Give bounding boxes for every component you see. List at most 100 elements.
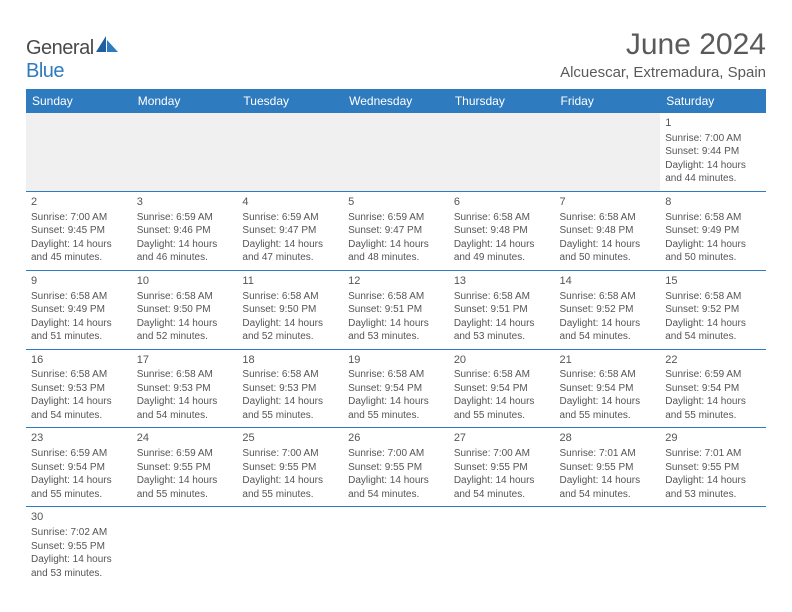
sunset-line: Sunset: 9:55 PM	[348, 461, 444, 475]
daylight-line: Daylight: 14 hours and 45 minutes.	[31, 238, 127, 265]
day-number: 6	[454, 195, 550, 210]
calendar-cell: 10Sunrise: 6:58 AMSunset: 9:50 PMDayligh…	[132, 270, 238, 349]
calendar-cell	[237, 113, 343, 191]
daylight-line: Daylight: 14 hours and 55 minutes.	[560, 395, 656, 422]
calendar-cell: 29Sunrise: 7:01 AMSunset: 9:55 PMDayligh…	[660, 428, 766, 507]
day-number: 20	[454, 353, 550, 368]
sunset-line: Sunset: 9:49 PM	[31, 303, 127, 317]
calendar-cell: 20Sunrise: 6:58 AMSunset: 9:54 PMDayligh…	[449, 349, 555, 428]
day-number: 4	[242, 195, 338, 210]
day-number: 22	[665, 353, 761, 368]
calendar-cell: 2Sunrise: 7:00 AMSunset: 9:45 PMDaylight…	[26, 191, 132, 270]
sunset-line: Sunset: 9:44 PM	[665, 145, 761, 159]
sunrise-line: Sunrise: 6:58 AM	[348, 290, 444, 304]
sunset-line: Sunset: 9:55 PM	[454, 461, 550, 475]
sunrise-line: Sunrise: 6:59 AM	[665, 368, 761, 382]
calendar-cell: 1Sunrise: 7:00 AMSunset: 9:44 PMDaylight…	[660, 113, 766, 191]
daylight-line: Daylight: 14 hours and 54 minutes.	[137, 395, 233, 422]
sunset-line: Sunset: 9:54 PM	[348, 382, 444, 396]
daylight-line: Daylight: 14 hours and 49 minutes.	[454, 238, 550, 265]
sunset-line: Sunset: 9:54 PM	[454, 382, 550, 396]
calendar-cell: 28Sunrise: 7:01 AMSunset: 9:55 PMDayligh…	[555, 428, 661, 507]
calendar-cell	[555, 507, 661, 585]
daylight-line: Daylight: 14 hours and 54 minutes.	[31, 395, 127, 422]
sunset-line: Sunset: 9:48 PM	[560, 224, 656, 238]
daylight-line: Daylight: 14 hours and 54 minutes.	[454, 474, 550, 501]
sunrise-line: Sunrise: 6:58 AM	[560, 290, 656, 304]
calendar-cell: 21Sunrise: 6:58 AMSunset: 9:54 PMDayligh…	[555, 349, 661, 428]
calendar-cell	[343, 113, 449, 191]
calendar-week: 9Sunrise: 6:58 AMSunset: 9:49 PMDaylight…	[26, 270, 766, 349]
sunrise-line: Sunrise: 6:59 AM	[348, 211, 444, 225]
daylight-line: Daylight: 14 hours and 46 minutes.	[137, 238, 233, 265]
sunset-line: Sunset: 9:47 PM	[348, 224, 444, 238]
brand-logo: GeneralBlue	[26, 34, 120, 83]
day-number: 13	[454, 274, 550, 289]
daylight-line: Daylight: 14 hours and 53 minutes.	[454, 317, 550, 344]
daylight-line: Daylight: 14 hours and 53 minutes.	[31, 553, 127, 580]
sunset-line: Sunset: 9:55 PM	[31, 540, 127, 554]
daylight-line: Daylight: 14 hours and 54 minutes.	[348, 474, 444, 501]
location-label: Alcuescar, Extremadura, Spain	[560, 64, 766, 81]
sunrise-line: Sunrise: 7:00 AM	[31, 211, 127, 225]
sunset-line: Sunset: 9:48 PM	[454, 224, 550, 238]
calendar-cell	[449, 113, 555, 191]
sunset-line: Sunset: 9:47 PM	[242, 224, 338, 238]
day-number: 28	[560, 431, 656, 446]
calendar-cell	[132, 113, 238, 191]
day-header: Sunday	[26, 89, 132, 113]
sunrise-line: Sunrise: 7:01 AM	[665, 447, 761, 461]
sunset-line: Sunset: 9:54 PM	[31, 461, 127, 475]
daylight-line: Daylight: 14 hours and 55 minutes.	[454, 395, 550, 422]
calendar-cell: 13Sunrise: 6:58 AMSunset: 9:51 PMDayligh…	[449, 270, 555, 349]
calendar-cell: 17Sunrise: 6:58 AMSunset: 9:53 PMDayligh…	[132, 349, 238, 428]
calendar-cell	[343, 507, 449, 585]
sunrise-line: Sunrise: 6:58 AM	[31, 290, 127, 304]
sunset-line: Sunset: 9:45 PM	[31, 224, 127, 238]
sunrise-line: Sunrise: 6:58 AM	[454, 211, 550, 225]
calendar-cell	[555, 113, 661, 191]
day-header: Saturday	[660, 89, 766, 113]
sunrise-line: Sunrise: 6:59 AM	[137, 447, 233, 461]
day-number: 19	[348, 353, 444, 368]
sunset-line: Sunset: 9:51 PM	[454, 303, 550, 317]
day-number: 10	[137, 274, 233, 289]
daylight-line: Daylight: 14 hours and 52 minutes.	[242, 317, 338, 344]
calendar-cell: 26Sunrise: 7:00 AMSunset: 9:55 PMDayligh…	[343, 428, 449, 507]
sunset-line: Sunset: 9:53 PM	[31, 382, 127, 396]
sunrise-line: Sunrise: 6:58 AM	[242, 290, 338, 304]
calendar-cell: 7Sunrise: 6:58 AMSunset: 9:48 PMDaylight…	[555, 191, 661, 270]
calendar-cell	[132, 507, 238, 585]
calendar-cell: 12Sunrise: 6:58 AMSunset: 9:51 PMDayligh…	[343, 270, 449, 349]
sunset-line: Sunset: 9:53 PM	[242, 382, 338, 396]
calendar-cell: 22Sunrise: 6:59 AMSunset: 9:54 PMDayligh…	[660, 349, 766, 428]
sunset-line: Sunset: 9:52 PM	[560, 303, 656, 317]
title-block: June 2024 Alcuescar, Extremadura, Spain	[560, 28, 766, 81]
day-number: 27	[454, 431, 550, 446]
brand-name: GeneralBlue	[26, 34, 120, 83]
sunrise-line: Sunrise: 6:58 AM	[137, 290, 233, 304]
calendar-cell: 19Sunrise: 6:58 AMSunset: 9:54 PMDayligh…	[343, 349, 449, 428]
daylight-line: Daylight: 14 hours and 48 minutes.	[348, 238, 444, 265]
calendar-week: 2Sunrise: 7:00 AMSunset: 9:45 PMDaylight…	[26, 191, 766, 270]
sunrise-line: Sunrise: 7:00 AM	[348, 447, 444, 461]
day-number: 12	[348, 274, 444, 289]
daylight-line: Daylight: 14 hours and 55 minutes.	[31, 474, 127, 501]
sunset-line: Sunset: 9:52 PM	[665, 303, 761, 317]
calendar-cell: 9Sunrise: 6:58 AMSunset: 9:49 PMDaylight…	[26, 270, 132, 349]
sunset-line: Sunset: 9:50 PM	[242, 303, 338, 317]
sunrise-line: Sunrise: 6:59 AM	[137, 211, 233, 225]
calendar-cell: 15Sunrise: 6:58 AMSunset: 9:52 PMDayligh…	[660, 270, 766, 349]
day-number: 11	[242, 274, 338, 289]
calendar-cell: 14Sunrise: 6:58 AMSunset: 9:52 PMDayligh…	[555, 270, 661, 349]
day-number: 2	[31, 195, 127, 210]
daylight-line: Daylight: 14 hours and 47 minutes.	[242, 238, 338, 265]
sunset-line: Sunset: 9:49 PM	[665, 224, 761, 238]
day-number: 21	[560, 353, 656, 368]
calendar-cell	[237, 507, 343, 585]
day-number: 17	[137, 353, 233, 368]
daylight-line: Daylight: 14 hours and 54 minutes.	[560, 317, 656, 344]
calendar-header-row: SundayMondayTuesdayWednesdayThursdayFrid…	[26, 89, 766, 113]
calendar-week: 1Sunrise: 7:00 AMSunset: 9:44 PMDaylight…	[26, 113, 766, 191]
calendar-cell: 5Sunrise: 6:59 AMSunset: 9:47 PMDaylight…	[343, 191, 449, 270]
